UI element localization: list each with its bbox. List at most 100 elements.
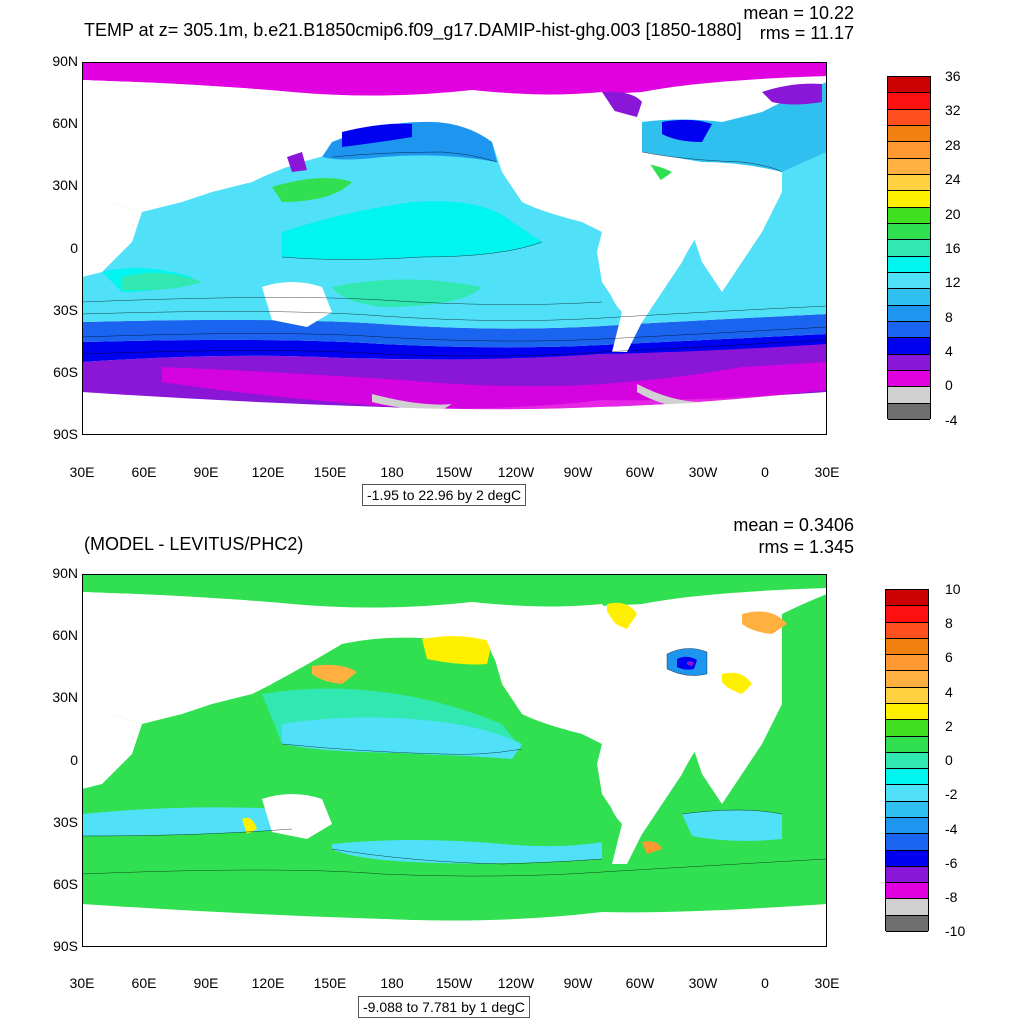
panel2-lat-label: 60N: [52, 627, 78, 643]
colorbar-segment: [886, 915, 928, 932]
arctic-diff-green: [82, 574, 827, 608]
panel1-lat-label: 30N: [52, 177, 78, 193]
pacific-light-cyan: [282, 717, 522, 759]
panel2-colorbar-label: -6: [945, 855, 958, 871]
colorbar-segment: [888, 305, 930, 322]
panel1-title: TEMP at z= 305.1m, b.e21.B1850cmip6.f09_…: [84, 20, 742, 40]
panel2-colorbar: [885, 589, 929, 932]
north-atlantic-blue: [642, 82, 827, 172]
panel1-lon-label: 0: [761, 464, 769, 480]
panel1-lon-label: 180: [380, 464, 404, 480]
panel2-map-frame: [82, 574, 827, 947]
colorbar-segment: [888, 158, 930, 175]
colorbar-segment: [888, 125, 930, 143]
south-america-land: [597, 734, 682, 864]
panel2-lon-label: 150E: [313, 975, 347, 991]
panel2-lon-label: 120W: [497, 975, 535, 991]
colorbar-segment: [888, 387, 930, 404]
panel1-rms: rms = 11.17: [759, 23, 854, 43]
nordic-orange: [742, 611, 787, 634]
panel2-lon-label: 90W: [563, 975, 593, 991]
kuroshio-orange: [312, 664, 357, 684]
labrador-sea-dark: [662, 119, 712, 142]
colorbar-segment: [888, 321, 930, 339]
panel2-colorbar-label: 6: [945, 649, 953, 665]
panel2-lon-label: 30W: [688, 975, 718, 991]
panel2-lat-label: 0: [70, 752, 78, 768]
north-pacific-gyre-green: [272, 178, 352, 202]
colorbar-segment: [888, 191, 930, 208]
panel2-lon-label: 60E: [131, 975, 157, 991]
panel2-colorbar-label: 8: [945, 615, 953, 631]
colorbar-segment: [888, 354, 930, 371]
colorbar-segment: [888, 223, 930, 241]
panel1-lon-label: 90W: [563, 464, 593, 480]
panel2-lat-label: 30N: [52, 689, 78, 705]
panel1-contour-info: -1.95 to 22.96 by 2 degC: [362, 484, 527, 506]
contour-lines: [81, 648, 828, 877]
panel1-lon-label: 150E: [313, 464, 347, 480]
panel2-map: [81, 574, 828, 947]
panel1-lat-label: 60N: [52, 115, 78, 131]
north-pacific-dark-blue: [342, 123, 412, 147]
antarctic-gray-1: [372, 394, 452, 410]
panel1-colorbar-label: 36: [945, 68, 961, 84]
panel1-colorbar-label: 20: [945, 206, 961, 222]
equatorial-pacific-cyan: [282, 201, 542, 260]
panel2-lat-label: 30S: [53, 814, 78, 830]
indian-light-cyan: [82, 807, 292, 836]
panel1-map: [81, 62, 828, 435]
panel2-colorbar-label: -4: [945, 821, 958, 837]
panel1-lon-label: 30E: [814, 464, 840, 480]
panel1-lat-label: 90S: [53, 426, 78, 442]
australia-land: [262, 794, 332, 839]
baffin-yellow: [607, 602, 637, 629]
panel2-rms: rms = 1.345: [758, 537, 854, 557]
colorbar-segment: [888, 93, 930, 110]
eurasia-land: [82, 80, 312, 212]
panel1-colorbar-label: 4: [945, 343, 953, 359]
north-america-land: [472, 90, 662, 222]
africa-west-land: [692, 684, 782, 804]
colorbar-segment: [888, 338, 930, 355]
colorbar-segment: [886, 801, 928, 818]
panel2-colorbar-label: 0: [945, 752, 953, 768]
panel2-lon-label: 30E: [814, 975, 840, 991]
north-america-land: [472, 602, 662, 734]
panel2-lat-label: 90N: [52, 565, 78, 581]
mid-atlantic-yellow: [722, 672, 752, 694]
colorbar-segment: [886, 899, 928, 916]
panel1-colorbar-label: 24: [945, 171, 961, 187]
ocean-diff-base: [82, 594, 827, 921]
panel1-lat-label: 90N: [52, 53, 78, 69]
colorbar-segment: [888, 142, 930, 159]
colorbar-segment: [888, 289, 930, 306]
panel1-lon-label: 120W: [497, 464, 535, 480]
panel1-colorbar-label: 16: [945, 240, 961, 256]
colorbar-segment: [888, 272, 930, 290]
panel2-colorbar-label: -8: [945, 889, 958, 905]
panel1-lat-label: 30S: [53, 302, 78, 318]
panel2-colorbar-label: 2: [945, 718, 953, 734]
colorbar-segment: [888, 109, 930, 126]
colorbar-segment: [886, 655, 928, 672]
colorbar-segment: [886, 606, 928, 623]
colorbar-segment: [888, 174, 930, 192]
panel1-mean: mean = 10.22: [743, 3, 854, 23]
colorbar-segment: [888, 256, 930, 273]
panel1-colorbar-label: -4: [945, 412, 958, 428]
arctic-cold-region: [82, 62, 827, 96]
panel2-lon-label: 30E: [69, 975, 95, 991]
colorbar-segment: [886, 769, 928, 786]
colorbar-segment: [886, 622, 928, 639]
north-atlantic-cold-center: [687, 661, 694, 666]
panel1-lat-label: 0: [70, 240, 78, 256]
colorbar-segment: [886, 671, 928, 688]
colorbar-segment: [886, 817, 928, 835]
brazil-malvinas-orange: [642, 841, 662, 854]
panel2-lat-label: 90S: [53, 938, 78, 954]
panel2-colorbar-label: 10: [945, 581, 961, 597]
colorbar-segment: [886, 687, 928, 704]
colorbar-segment: [886, 834, 928, 851]
baffin-bay-purple: [602, 91, 642, 117]
